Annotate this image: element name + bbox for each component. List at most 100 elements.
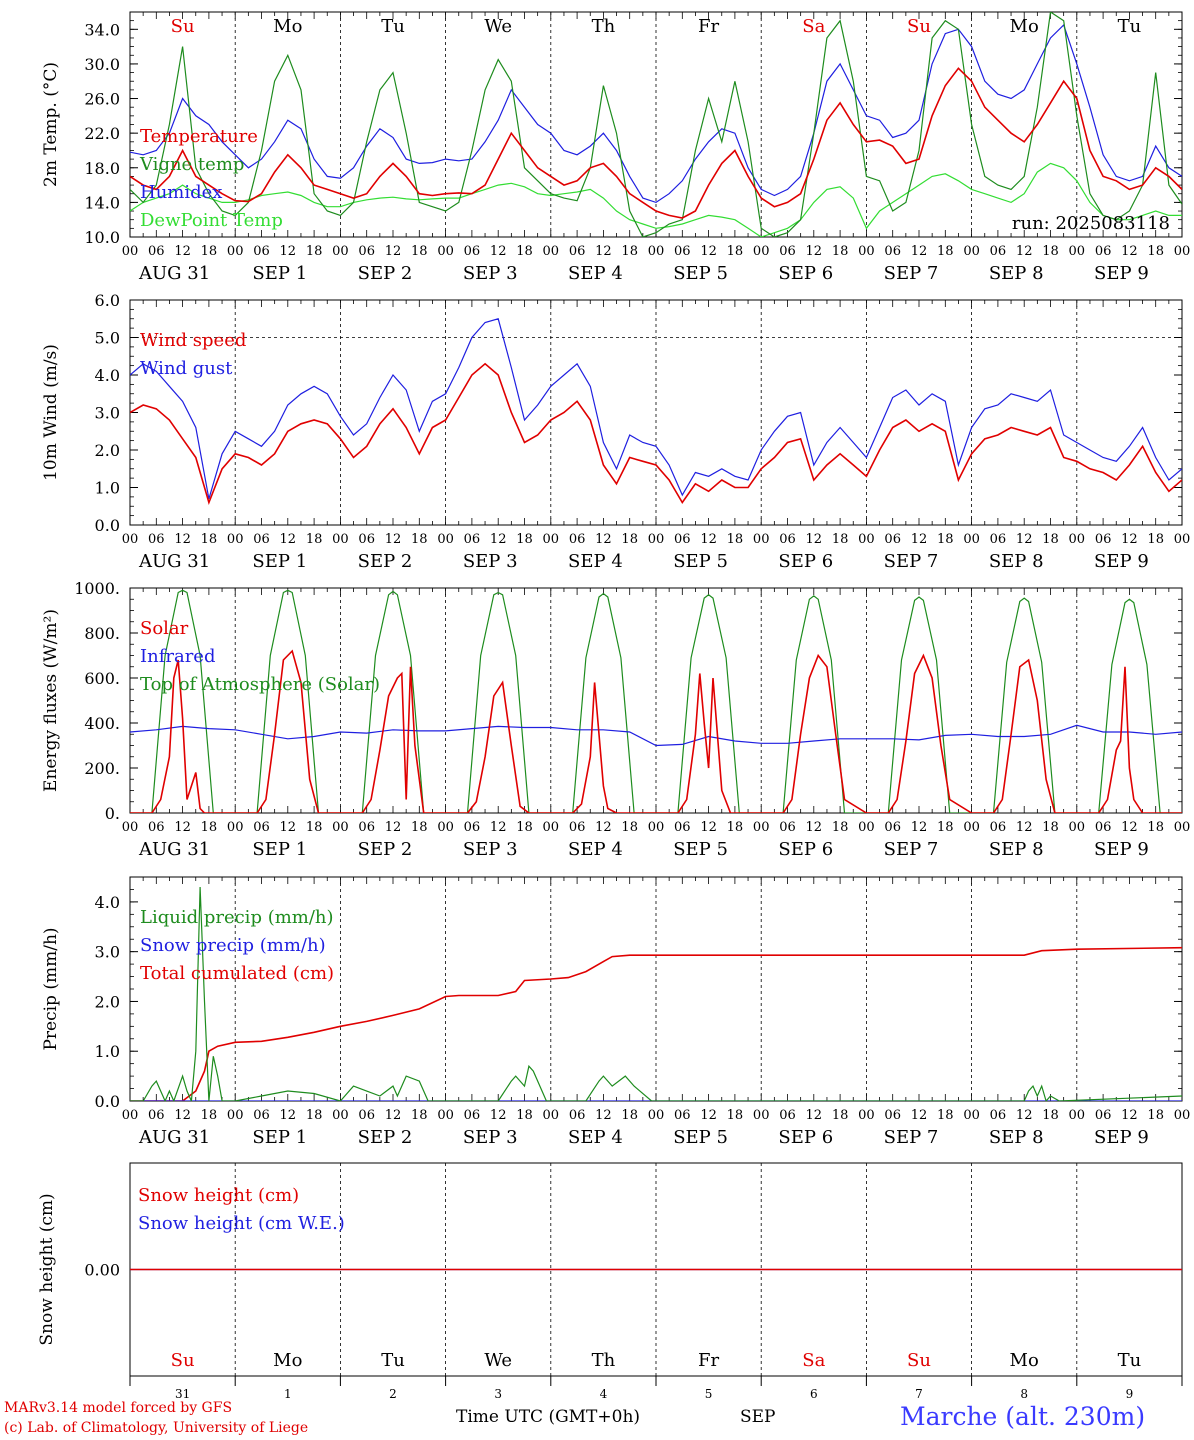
hour-tick-label: 12 [911, 244, 928, 259]
hour-tick-label: 18 [832, 244, 849, 259]
y-tick-label: 2.0 [95, 992, 120, 1011]
hour-tick-label: 06 [674, 820, 691, 835]
x-axis-label: Time UTC (GMT+0h) [456, 1407, 641, 1427]
hour-tick-label: 18 [1147, 244, 1164, 259]
model-credit: MARv3.14 model forced by GFS [4, 1400, 233, 1416]
hour-tick-label: 12 [595, 820, 612, 835]
legend-entry: Vigne temp [139, 154, 244, 175]
date-label: SEP 5 [673, 263, 728, 284]
hour-tick-label: 00 [332, 532, 349, 547]
date-label: SEP 2 [358, 263, 413, 284]
hour-tick-label: 06 [990, 820, 1007, 835]
hour-tick-label: 00 [648, 532, 665, 547]
hour-tick-label: 06 [884, 244, 901, 259]
hour-tick-label: 18 [306, 1108, 323, 1123]
hour-tick-label: 12 [700, 820, 717, 835]
hour-tick-label: 18 [201, 820, 218, 835]
legend-entry: Snow precip (mm/h) [140, 935, 326, 956]
legend-entry: Humidex [140, 182, 222, 203]
hour-tick-label: 18 [937, 820, 954, 835]
hour-tick-label: 12 [385, 1108, 402, 1123]
hour-tick-label: 18 [411, 532, 428, 547]
hour-tick-label: 12 [280, 532, 297, 547]
day-number-label: 5 [705, 1387, 713, 1401]
y-tick-label: 1.0 [95, 1042, 120, 1061]
series-temperature [130, 67, 1182, 219]
panel-5 [129, 1162, 1183, 1377]
hour-tick-label: 00 [332, 244, 349, 259]
hour-tick-label: 00 [1174, 820, 1191, 835]
day-number-label: 8 [1020, 1387, 1028, 1401]
hour-tick-label: 06 [884, 532, 901, 547]
date-label: SEP 6 [778, 551, 833, 572]
hour-tick-label: 00 [753, 820, 770, 835]
hour-tick-label: 12 [174, 820, 191, 835]
series-liquid-precip-mm-h- [130, 886, 1182, 1101]
month-label: SEP [740, 1407, 776, 1427]
y-axis-label: Precip (mm/h) [41, 927, 61, 1050]
hour-tick-label: 00 [648, 1108, 665, 1123]
hour-tick-label: 18 [1042, 532, 1059, 547]
hour-tick-label: 18 [306, 820, 323, 835]
date-label: SEP 4 [568, 839, 623, 860]
hour-tick-label: 12 [1121, 244, 1138, 259]
date-label: SEP 3 [463, 839, 518, 860]
hour-tick-label: 00 [1069, 244, 1086, 259]
date-label: SEP 6 [778, 263, 833, 284]
weekday-label: Tu [1118, 1350, 1142, 1371]
hour-tick-label: 18 [832, 532, 849, 547]
hour-tick-label: 00 [1174, 244, 1191, 259]
series-solar [130, 649, 1182, 813]
weekday-label: Fr [698, 16, 719, 37]
hour-tick-label: 06 [148, 820, 165, 835]
date-label: SEP 1 [252, 263, 307, 284]
hour-tick-label: 12 [1121, 532, 1138, 547]
hour-tick-label: 00 [1069, 1108, 1086, 1123]
hour-tick-label: 00 [227, 820, 244, 835]
hour-tick-label: 18 [727, 1108, 744, 1123]
hour-tick-label: 12 [174, 532, 191, 547]
hour-tick-label: 06 [990, 244, 1007, 259]
date-label: SEP 1 [252, 839, 307, 860]
date-label: AUG 31 [138, 551, 210, 572]
legend-entry: Liquid precip (mm/h) [140, 907, 334, 928]
hour-tick-label: 12 [1121, 820, 1138, 835]
series-wind-speed [130, 362, 1182, 505]
hour-tick-label: 18 [516, 244, 533, 259]
hour-tick-label: 12 [490, 1108, 507, 1123]
hour-tick-label: 12 [595, 244, 612, 259]
y-tick-label: 34.0 [84, 20, 120, 39]
hour-tick-label: 12 [490, 532, 507, 547]
hour-tick-label: 00 [227, 532, 244, 547]
y-tick-label: 1.0 [95, 479, 120, 498]
hour-tick-label: 00 [753, 244, 770, 259]
hour-tick-label: 00 [963, 820, 980, 835]
hour-tick-label: 18 [727, 244, 744, 259]
hour-tick-label: 00 [858, 244, 875, 259]
hour-tick-label: 18 [832, 820, 849, 835]
hour-tick-label: 06 [779, 532, 796, 547]
series-total-cumulated-cm- [130, 946, 1182, 1101]
y-tick-label: 6.0 [95, 291, 120, 310]
hour-tick-label: 06 [1095, 1108, 1112, 1123]
date-label: SEP 4 [568, 263, 623, 284]
hour-tick-label: 06 [358, 532, 375, 547]
hour-tick-label: 12 [700, 244, 717, 259]
hour-tick-label: 06 [148, 532, 165, 547]
hour-tick-label: 00 [122, 532, 139, 547]
weekday-label: Su [171, 1350, 195, 1371]
legend-entry: Snow height (cm W.E.) [138, 1213, 345, 1234]
hour-tick-label: 06 [464, 244, 481, 259]
hour-tick-label: 00 [1174, 1108, 1191, 1123]
hour-tick-label: 06 [253, 244, 270, 259]
hour-tick-label: 06 [674, 244, 691, 259]
y-tick-label: 0. [105, 804, 120, 823]
weekday-label: Su [907, 1350, 931, 1371]
weekday-label: Mo [1010, 16, 1039, 37]
hour-tick-label: 06 [253, 1108, 270, 1123]
series-vigne-temp [130, 12, 1182, 237]
station-title: Marche (alt. 230m) [900, 1402, 1146, 1431]
date-label: SEP 6 [778, 839, 833, 860]
y-tick-label: 18.0 [84, 159, 120, 178]
hour-tick-label: 00 [437, 532, 454, 547]
